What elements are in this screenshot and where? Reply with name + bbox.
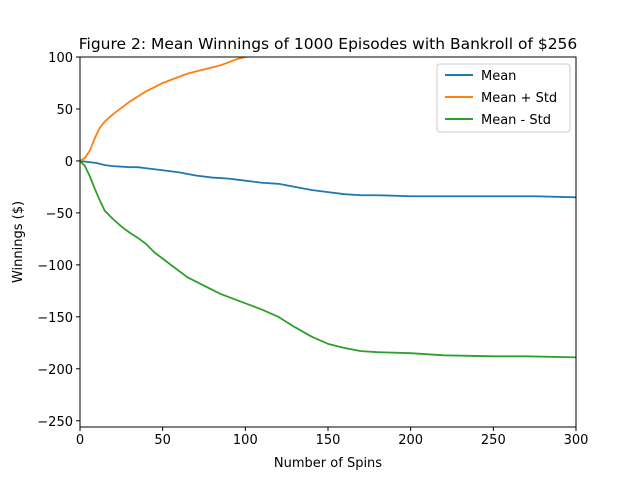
y-axis: 100 50 0 −50 −100 −150 −200 −250 xyxy=(37,51,80,430)
y-tick-label: −250 xyxy=(37,415,73,430)
y-tick-label: 0 xyxy=(65,155,73,170)
x-tick-label: 200 xyxy=(398,433,423,448)
x-axis: 0 50 100 150 200 250 300 xyxy=(76,427,589,448)
series-line-mean-minus-std xyxy=(80,160,576,359)
y-tick-label: 50 xyxy=(56,103,73,118)
x-tick-label: 150 xyxy=(316,433,341,448)
legend-label-mean-plus-std: Mean + Std xyxy=(481,91,557,106)
series-line-mean xyxy=(80,160,576,199)
y-tick-label: −50 xyxy=(46,207,73,222)
x-tick-label: 250 xyxy=(481,433,506,448)
x-tick-label: 300 xyxy=(564,433,589,448)
y-tick-label: 100 xyxy=(48,51,73,66)
legend-box xyxy=(436,63,571,133)
y-tick-label: −100 xyxy=(37,259,73,274)
series-layer xyxy=(80,57,576,359)
x-tick-label: 100 xyxy=(233,433,258,448)
series-line-mean-plus-std xyxy=(80,57,249,162)
chart-title: Figure 2: Mean Winnings of 1000 Episodes… xyxy=(79,35,578,53)
legend-label-mean-minus-std: Mean - Std xyxy=(481,113,551,128)
legend: Mean Mean + Std Mean - Std xyxy=(436,63,571,133)
y-tick-label: −150 xyxy=(37,311,73,326)
x-tick-label: 50 xyxy=(154,433,171,448)
x-axis-label: Number of Spins xyxy=(274,456,382,471)
y-tick-label: −200 xyxy=(37,363,73,378)
legend-label-mean: Mean xyxy=(481,69,516,84)
x-tick-label: 0 xyxy=(76,433,84,448)
y-axis-label: Winnings ($) xyxy=(11,201,26,283)
